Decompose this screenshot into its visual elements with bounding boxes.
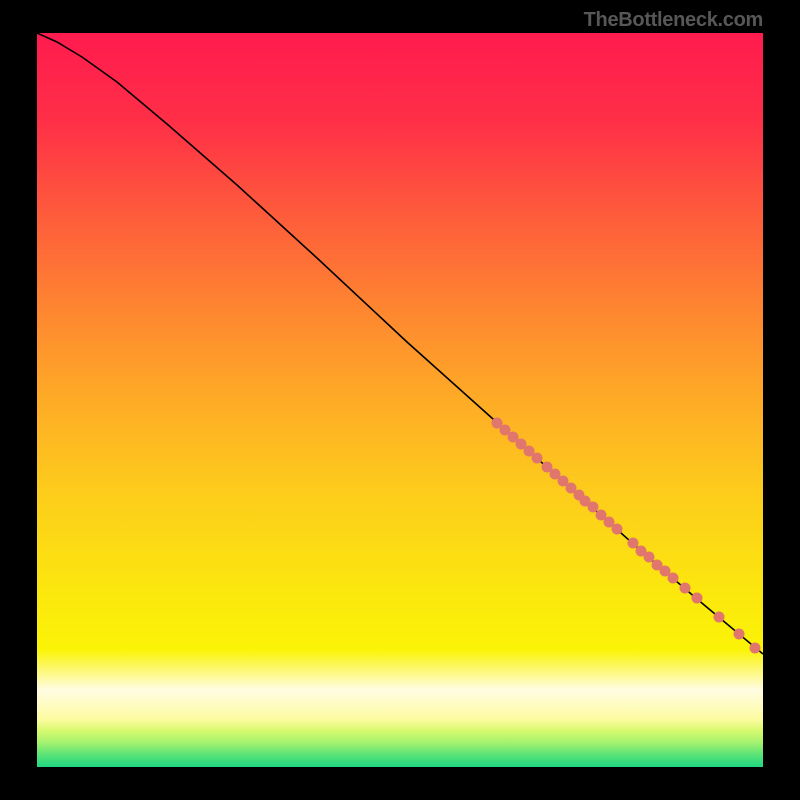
plot-area [37, 33, 763, 767]
data-marker [750, 643, 761, 654]
plot-svg [37, 33, 763, 767]
data-marker [692, 593, 703, 604]
data-marker [734, 629, 745, 640]
data-marker [532, 453, 543, 464]
chart-frame: TheBottleneck.com [0, 0, 800, 800]
gradient-background [37, 33, 763, 767]
data-marker [612, 524, 623, 535]
data-marker [644, 552, 655, 563]
data-marker [714, 612, 725, 623]
data-marker [628, 538, 639, 549]
data-marker [668, 573, 679, 584]
data-marker [588, 502, 599, 513]
watermark-text: TheBottleneck.com [584, 9, 763, 32]
data-marker [680, 583, 691, 594]
